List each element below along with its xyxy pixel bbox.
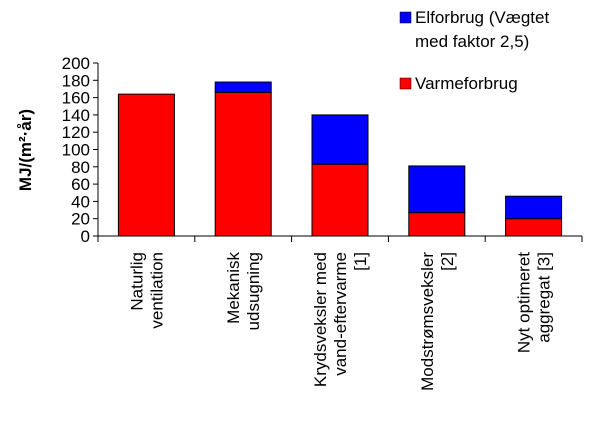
bar-el-3 xyxy=(408,165,466,214)
category-label-line: Mekanisk xyxy=(224,252,243,324)
bar-varme-0 xyxy=(117,93,175,237)
legend-label-el: Elforbrug (Vægtet xyxy=(415,8,549,27)
category-label-line: Krydsveksler med xyxy=(311,252,330,387)
bar-el-1 xyxy=(214,81,272,93)
category-label-line: [2] xyxy=(438,252,457,271)
category-label-line: [1] xyxy=(351,252,370,271)
bar-el-4 xyxy=(505,195,563,220)
category-label-line: Nyt optimeret xyxy=(515,252,534,353)
legend-swatch-varme xyxy=(399,77,412,90)
bar-varme-2 xyxy=(311,163,369,237)
axes-layer xyxy=(93,62,583,242)
category-label-0: Naturlig ventilation xyxy=(127,252,166,329)
category-label-line: aggregat [3] xyxy=(535,252,554,343)
y-tick-label-20: 20 xyxy=(71,210,90,229)
category-label-line: udsugning xyxy=(244,252,263,330)
category-label-line: ventilation xyxy=(147,252,166,329)
bar-varme-4 xyxy=(505,218,563,237)
y-tick-label-120: 120 xyxy=(62,123,90,142)
category-label-line: Modstrømsveksler xyxy=(418,252,437,391)
y-tick-label-100: 100 xyxy=(62,141,90,160)
y-tick-label-0: 0 xyxy=(81,227,90,246)
legend-swatch-el xyxy=(399,11,412,24)
bar-varme-1 xyxy=(214,91,272,237)
category-labels: Naturlig ventilation Mekanisk udsugning Kryd… xyxy=(127,252,553,391)
legend: Elforbrug (Vægtet med faktor 2,5) Varmefor… xyxy=(399,8,549,93)
bar-varme-3 xyxy=(408,212,466,237)
y-axis-label: MJ/(m²·år) xyxy=(16,109,35,191)
category-label-3: Modstrømsveksler [2] xyxy=(418,252,457,391)
y-tick-label-80: 80 xyxy=(71,158,90,177)
bar-el-2 xyxy=(311,114,369,165)
category-label-1: Mekanisk udsugning xyxy=(224,252,263,331)
y-tick-label-40: 40 xyxy=(71,192,90,211)
y-tick-label-160: 160 xyxy=(62,89,90,108)
bars-layer xyxy=(117,81,563,237)
category-label-line: vand-eftervarme xyxy=(331,252,350,376)
y-tick-label-60: 60 xyxy=(71,175,90,194)
y-tick-label-180: 180 xyxy=(62,71,90,90)
y-tick-label-200: 200 xyxy=(62,54,90,73)
legend-label-varme: Varmeforbrug xyxy=(415,74,518,93)
category-label-line: Naturlig xyxy=(127,252,146,311)
y-tick-label-140: 140 xyxy=(62,106,90,125)
category-label-2: Krydsveksler med vand-eftervarme [1] xyxy=(311,252,370,387)
legend-label-el: med faktor 2,5) xyxy=(415,32,529,51)
category-label-4: Nyt optimeret aggregat [3] xyxy=(515,252,554,353)
